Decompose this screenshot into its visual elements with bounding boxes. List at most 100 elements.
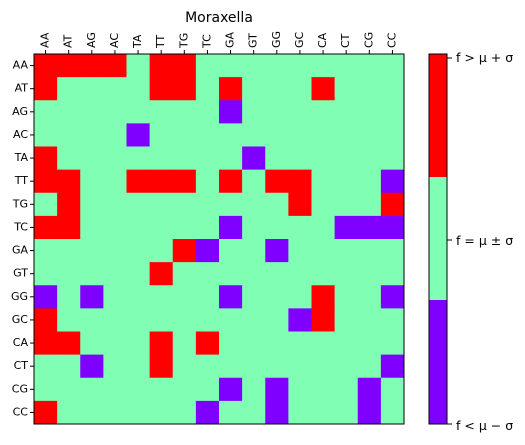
heatmap-cell xyxy=(172,262,197,286)
heatmap-cell xyxy=(357,192,382,217)
heatmap-cell xyxy=(149,239,174,263)
colorbar-label-low: f < μ − σ xyxy=(456,418,513,433)
heatmap-cell xyxy=(380,331,405,356)
heatmap-cell xyxy=(288,192,312,217)
heatmap-cell xyxy=(265,146,289,171)
heatmap-cell xyxy=(80,146,104,171)
heatmap-cell xyxy=(149,285,174,309)
heatmap-cell xyxy=(311,285,336,309)
heatmap-cell xyxy=(195,285,220,309)
heatmap-cell xyxy=(195,192,220,217)
heatmap-cell xyxy=(126,146,151,171)
heatmap-cell xyxy=(265,262,289,286)
heatmap-cell xyxy=(311,377,336,402)
heatmap-cell xyxy=(311,169,336,194)
heatmap-cell xyxy=(149,354,174,379)
heatmap-cell xyxy=(357,262,382,286)
heatmap-cell xyxy=(242,239,266,263)
heatmap-cell xyxy=(219,239,243,263)
heatmap-cell xyxy=(334,54,359,78)
heatmap-cell xyxy=(34,331,58,356)
heatmap-cell xyxy=(34,192,58,217)
heatmap-cell xyxy=(311,308,336,332)
heatmap-cell xyxy=(80,239,104,263)
heatmap-cell xyxy=(311,77,336,101)
heatmap-cell xyxy=(242,146,266,171)
heatmap-cell xyxy=(57,262,81,286)
colorbar-label-mid: f = μ ± σ xyxy=(456,233,513,248)
heatmap-cell xyxy=(219,377,243,402)
heatmap-cell xyxy=(288,215,312,240)
heatmap-cell xyxy=(219,192,243,217)
colorbar-mid-band xyxy=(429,177,447,300)
x-tick-label: CG xyxy=(362,32,375,48)
heatmap-cell xyxy=(288,100,312,124)
heatmap-cell xyxy=(103,285,127,309)
x-tick-label: AA xyxy=(39,32,52,48)
heatmap-cell xyxy=(103,146,127,171)
heatmap-cell xyxy=(103,54,127,78)
heatmap-cell xyxy=(288,239,312,263)
heatmap-cell xyxy=(172,215,197,240)
heatmap-cell xyxy=(242,169,266,194)
heatmap-cell xyxy=(149,377,174,402)
heatmap-cell xyxy=(195,54,220,78)
x-tick-label: CC xyxy=(385,32,398,48)
heatmap-cell xyxy=(357,331,382,356)
heatmap-cell xyxy=(195,77,220,101)
heatmap-cell xyxy=(57,354,81,379)
heatmap-cell xyxy=(126,192,151,217)
heatmap-cell xyxy=(242,377,266,402)
heatmap-cell xyxy=(219,400,243,425)
heatmap-cell xyxy=(219,308,243,332)
heatmap-cell xyxy=(288,262,312,286)
heatmap-cell xyxy=(242,354,266,379)
y-tick-label: TT xyxy=(14,174,29,187)
heatmap-cell xyxy=(34,285,58,309)
heatmap-cell xyxy=(195,262,220,286)
heatmap-cell xyxy=(288,123,312,147)
heatmap-cell xyxy=(126,77,151,101)
heatmap-cell xyxy=(126,169,151,194)
heatmap-cell xyxy=(34,100,58,124)
heatmap-cell xyxy=(242,192,266,217)
heatmap-cell xyxy=(149,215,174,240)
plot-frame xyxy=(33,53,405,425)
heatmap-cell xyxy=(265,354,289,379)
heatmap-cell xyxy=(288,354,312,379)
heatmap-cell xyxy=(172,331,197,356)
x-tick-label: TG xyxy=(177,33,190,49)
y-tick-label: CA xyxy=(13,336,29,349)
heatmap-cell xyxy=(357,146,382,171)
heatmap-cell xyxy=(357,377,382,402)
heatmap-cell xyxy=(357,354,382,379)
heatmap-cell xyxy=(57,377,81,402)
heatmap-cell xyxy=(288,54,312,78)
heatmap-cell xyxy=(334,146,359,171)
heatmap-cell xyxy=(265,331,289,356)
heatmap-cell xyxy=(57,331,81,356)
heatmap-cell xyxy=(219,354,243,379)
heatmap-cell xyxy=(126,54,151,78)
heatmap-cell xyxy=(311,354,336,379)
x-tick-label: GA xyxy=(224,31,237,48)
x-tick-label: TT xyxy=(154,34,167,49)
heatmap-cell xyxy=(242,77,266,101)
heatmap-cell xyxy=(334,377,359,402)
heatmap-cell xyxy=(80,285,104,309)
heatmap-cell xyxy=(80,77,104,101)
heatmap-cell xyxy=(80,169,104,194)
heatmap-cell xyxy=(242,308,266,332)
heatmap-cell xyxy=(242,331,266,356)
heatmap-cell xyxy=(103,262,127,286)
heatmap-cell xyxy=(126,285,151,309)
heatmap-cell xyxy=(265,192,289,217)
heatmap-cell xyxy=(334,123,359,147)
heatmap-cell xyxy=(311,262,336,286)
heatmap-cell xyxy=(265,285,289,309)
heatmap-cell xyxy=(34,169,58,194)
heatmap-cell xyxy=(242,285,266,309)
heatmap-cell xyxy=(149,308,174,332)
x-tick-label: CT xyxy=(339,33,352,48)
heatmap-cell xyxy=(357,239,382,263)
